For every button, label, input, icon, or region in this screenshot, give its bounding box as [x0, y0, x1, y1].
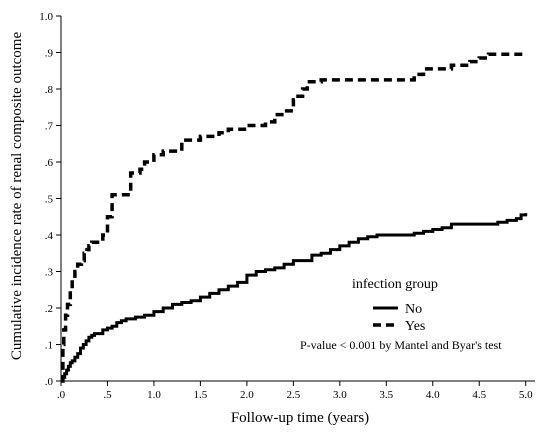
x-tick-label: 4.5: [472, 389, 486, 401]
y-tick-label: .8: [45, 84, 54, 96]
x-tick-label: .5: [103, 389, 112, 401]
x-tick-label: 5.0: [519, 389, 533, 401]
x-tick-label: 1.5: [194, 389, 208, 401]
x-axis-ticks: .0 .5 1.0 1.5 2.0 2.5 3.0 3.5 4.0 4.5 5.0: [57, 381, 533, 401]
p-value-annotation: P-value < 0.001 by Mantel and Byar's tes…: [300, 338, 502, 352]
y-tick-label: .1: [45, 340, 53, 352]
x-tick-label: 2.0: [240, 389, 254, 401]
x-tick-label: 4.0: [426, 389, 440, 401]
series-line-no: [61, 213, 528, 383]
y-axis-title: Cumulative incidence rate of renal compo…: [9, 32, 25, 361]
legend-title: infection group: [352, 277, 438, 292]
x-tick-label: .0: [57, 389, 66, 401]
y-axis-ticks: .0 .1 .2 .3 .4 .5 .6 .7 .8 .9 1.0: [39, 11, 61, 388]
y-tick-label: .9: [45, 48, 54, 60]
legend: infection group No Yes: [352, 277, 438, 334]
axes: [60, 16, 535, 382]
x-tick-label: 3.5: [379, 389, 393, 401]
y-tick-label: .0: [45, 376, 54, 388]
legend-label-no: No: [405, 302, 422, 317]
y-tick-label: .2: [45, 303, 53, 315]
legend-label-yes: Yes: [405, 319, 425, 334]
y-tick-label: .7: [45, 121, 54, 133]
series-line-yes: [61, 52, 526, 383]
y-tick-label: .6: [45, 157, 54, 169]
series-layer: [61, 52, 528, 383]
y-tick-label: .3: [45, 267, 54, 279]
x-tick-label: 3.0: [333, 389, 347, 401]
x-tick-label: 1.0: [147, 389, 161, 401]
x-tick-label: 2.5: [286, 389, 300, 401]
x-axis-title: Follow-up time (years): [231, 410, 369, 426]
y-tick-label: 1.0: [39, 11, 53, 23]
y-tick-label: .5: [45, 194, 54, 206]
y-tick-label: .4: [45, 230, 54, 242]
